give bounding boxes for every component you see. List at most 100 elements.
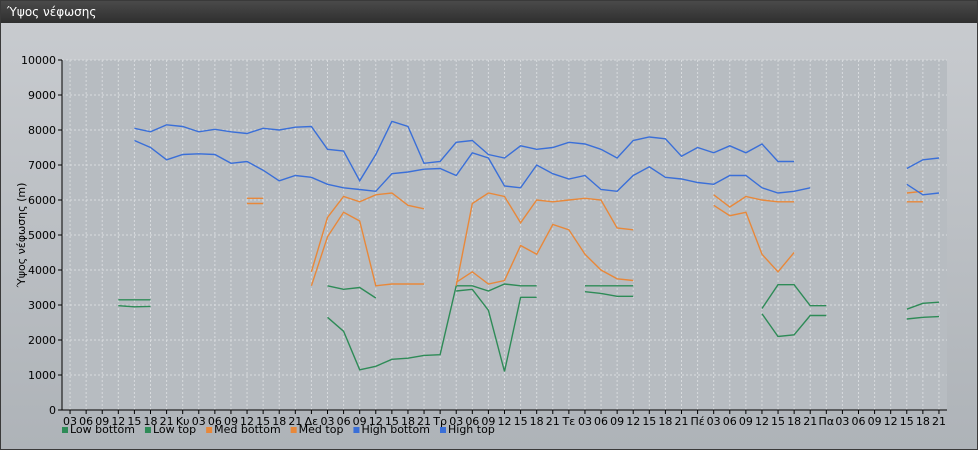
x-tick-label: Τρ xyxy=(432,415,447,428)
legend-label: High bottom xyxy=(361,423,430,436)
x-tick-label: 03 xyxy=(63,415,77,428)
x-tick-label: 12 xyxy=(369,415,383,428)
x-tick-label: 09 xyxy=(224,415,238,428)
y-tick-label: 2000 xyxy=(28,334,56,347)
series-line xyxy=(327,285,377,299)
window-title: Ύψος νέφωσης xyxy=(1,1,977,23)
x-tick-label: 06 xyxy=(208,415,222,428)
series-line xyxy=(761,284,827,309)
axes: 0 1000 2000 3000 4000 5000 6000 7000 8000 9000 100… xyxy=(21,54,947,428)
x-tick-label: 03 xyxy=(707,415,721,428)
x-tick-label: 03 xyxy=(321,415,335,428)
x-tick-label: Κυ xyxy=(176,415,190,428)
x-tick-label: 12 xyxy=(111,415,125,428)
x-tick-label: 12 xyxy=(884,415,898,428)
x-tick-label: 21 xyxy=(675,415,689,428)
legend-item: Med top xyxy=(290,423,344,436)
x-tick-label: 12 xyxy=(626,415,640,428)
x-tick-label: Τε xyxy=(562,415,576,428)
series-line xyxy=(455,223,634,285)
x-tick-label: 09 xyxy=(610,415,624,428)
y-tick-label: 8000 xyxy=(28,124,56,137)
x-tick-label: 09 xyxy=(481,415,495,428)
x-tick-label: 12 xyxy=(240,415,254,428)
series-line xyxy=(584,291,634,297)
legend-label: Med bottom xyxy=(214,423,281,436)
x-tick-label: 18 xyxy=(401,415,415,428)
y-tick-label: 4000 xyxy=(28,264,56,277)
legend-label: Low top xyxy=(153,423,196,436)
legend-item: Med bottom xyxy=(206,423,281,436)
grid xyxy=(62,59,947,411)
x-tick-label: 15 xyxy=(900,415,914,428)
x-tick-label: 03 xyxy=(449,415,463,428)
series-line xyxy=(134,139,811,194)
legend-swatch xyxy=(353,427,360,433)
x-tick-label: 18 xyxy=(144,415,158,428)
x-tick-label: 06 xyxy=(337,415,351,428)
legend-swatch xyxy=(62,427,68,433)
series-line xyxy=(713,194,795,208)
y-tick-label: 3000 xyxy=(28,299,56,312)
x-tick-label: 21 xyxy=(546,415,560,428)
legend-label: High top xyxy=(448,423,495,436)
legend-swatch xyxy=(144,427,151,433)
y-tick-label: 7000 xyxy=(28,159,56,172)
x-tick-label: 09 xyxy=(739,415,753,428)
series-line xyxy=(761,313,827,338)
y-tick-label: 9000 xyxy=(28,89,56,102)
x-tick-label: 03 xyxy=(578,415,592,428)
series-low-top xyxy=(118,283,940,371)
x-tick-label: 21 xyxy=(932,415,946,428)
series-line xyxy=(310,211,424,287)
y-tick-label: 1000 xyxy=(28,369,56,382)
y-tick-label: 10000 xyxy=(21,54,56,67)
legend-item: High top xyxy=(440,423,495,436)
x-tick-label: 06 xyxy=(852,415,866,428)
x-tick-label: 21 xyxy=(803,415,817,428)
series-line xyxy=(906,157,940,170)
x-tick-label: 18 xyxy=(787,415,801,428)
x-tick-label: 03 xyxy=(835,415,849,428)
legend-label: Med top xyxy=(299,423,344,436)
x-tick-label: 09 xyxy=(95,415,109,428)
legend: Low bottom Low top Med bottom Med top High b… xyxy=(62,423,495,436)
x-tick-label: Πέ xyxy=(690,415,704,428)
y-tick-label: 0 xyxy=(49,404,56,417)
x-tick-label: 06 xyxy=(723,415,737,428)
x-tick-label: 03 xyxy=(192,415,206,428)
series-line xyxy=(456,288,537,372)
legend-item: Low top xyxy=(144,423,196,436)
series-high-bottom xyxy=(134,139,940,196)
x-tick-label: Πα xyxy=(819,415,835,428)
x-tick-label: 15 xyxy=(256,415,270,428)
legend-item: Low bottom xyxy=(62,423,135,436)
x-tick-label: 06 xyxy=(594,415,608,428)
legend-item: High bottom xyxy=(353,423,430,436)
series-line xyxy=(906,301,940,310)
x-tick-label: 18 xyxy=(272,415,286,428)
x-tick-label: 18 xyxy=(658,415,672,428)
series-high-top xyxy=(134,120,940,183)
x-tick-label: 21 xyxy=(288,415,302,428)
series-med-bottom xyxy=(247,197,923,287)
legend-swatch xyxy=(290,427,297,433)
x-tick-label: 12 xyxy=(755,415,769,428)
x-tick-label: 09 xyxy=(868,415,882,428)
x-tick-label: 09 xyxy=(353,415,367,428)
legend-swatch xyxy=(206,427,213,433)
x-tick-label: 15 xyxy=(514,415,528,428)
legend-swatch xyxy=(440,427,446,433)
y-tick-label: 6000 xyxy=(28,194,56,207)
x-tick-label: 15 xyxy=(642,415,656,428)
series-line xyxy=(134,120,795,183)
series-med-top xyxy=(310,190,923,286)
y-axis-label: Ύψος νέφωσης (m) xyxy=(15,183,28,289)
x-tick-label: 06 xyxy=(465,415,479,428)
x-tick-label: 15 xyxy=(127,415,141,428)
x-tick-label: 18 xyxy=(530,415,544,428)
y-tick-label: 5000 xyxy=(28,229,56,242)
series-line xyxy=(327,283,537,371)
x-tick-label: 15 xyxy=(385,415,399,428)
